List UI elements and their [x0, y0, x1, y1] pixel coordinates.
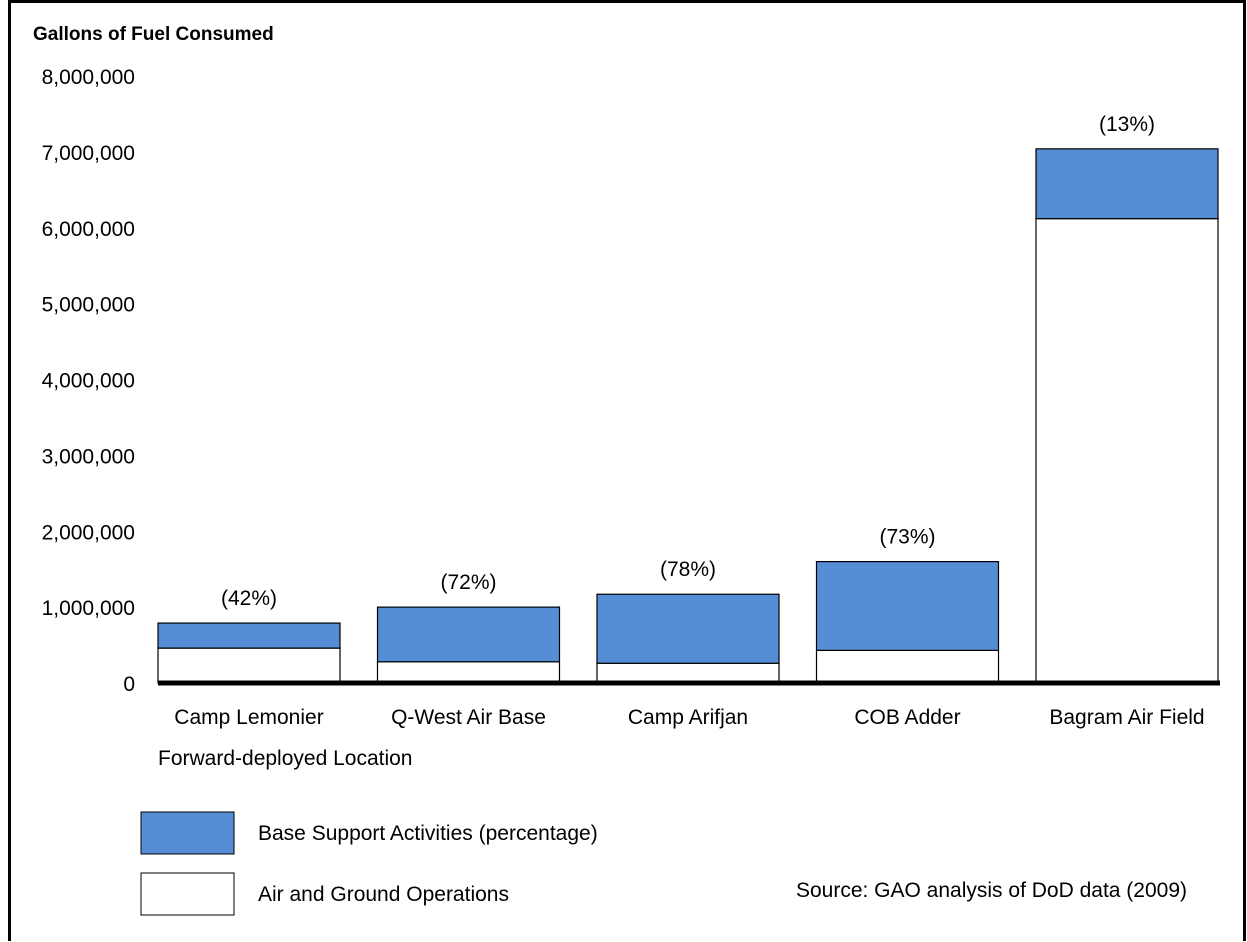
bar-percentage-label: (42%): [221, 587, 277, 610]
bar-air-ground-ops: [376, 661, 561, 684]
y-tick-label: 4,000,000: [42, 370, 135, 393]
legend-label-base-support: Base Support Activities (percentage): [258, 822, 598, 845]
y-tick-label: 6,000,000: [42, 218, 135, 241]
legend-label-air-ground: Air and Ground Operations: [258, 883, 509, 906]
y-tick-label: 5,000,000: [42, 294, 135, 317]
bar-base-support: [815, 560, 1000, 651]
bar-percentage-label: (13%): [1099, 113, 1155, 136]
y-tick-label: 2,000,000: [42, 521, 135, 544]
y-tick-label: 1,000,000: [42, 597, 135, 620]
y-tick-label: 7,000,000: [42, 142, 135, 165]
bar-air-ground-ops: [1035, 218, 1219, 684]
bar-base-support: [1035, 148, 1219, 220]
bar-percentage-label: (73%): [879, 526, 935, 549]
y-tick-label: 8,000,000: [42, 66, 135, 89]
x-category-label: Camp Arifjan: [628, 706, 748, 729]
x-category-label: Bagram Air Field: [1049, 706, 1204, 729]
bar-air-ground-ops: [596, 662, 780, 684]
source-note: Source: GAO analysis of DoD data (2009): [796, 879, 1187, 902]
legend-swatch-base-support: [140, 811, 235, 855]
chart-frame: [8, 0, 1246, 941]
bar-base-support: [376, 606, 561, 663]
y-tick-label: 3,000,000: [42, 445, 135, 468]
y-axis-title: Gallons of Fuel Consumed: [33, 24, 274, 45]
x-category-label: Camp Lemonier: [174, 706, 323, 729]
y-tick-label: 0: [123, 673, 135, 696]
bar-percentage-label: (78%): [660, 558, 716, 581]
x-axis-title: Forward-deployed Location: [158, 747, 412, 770]
legend-swatch-air-ground: [140, 872, 235, 916]
bar-base-support: [596, 593, 780, 664]
bar-base-support: [157, 622, 341, 649]
x-category-label: Q-West Air Base: [391, 706, 546, 729]
bar-air-ground-ops: [157, 647, 341, 684]
bar-air-ground-ops: [815, 649, 1000, 684]
bar-percentage-label: (72%): [440, 571, 496, 594]
x-category-label: COB Adder: [854, 706, 960, 729]
